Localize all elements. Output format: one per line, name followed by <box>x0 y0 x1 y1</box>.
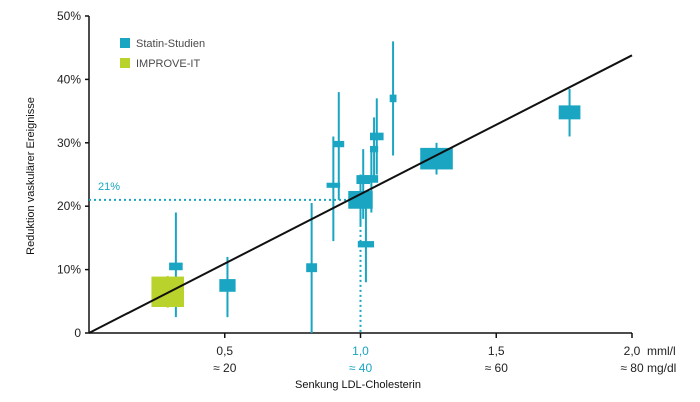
x-tick-label: 1,0 <box>352 344 369 358</box>
legend-swatch-improve-it <box>120 58 130 68</box>
x-unit-primary: mml/l <box>647 344 676 358</box>
data-point <box>370 145 379 153</box>
data-point <box>169 262 183 271</box>
trend-line <box>88 54 633 334</box>
y-tick-label: 30% <box>57 136 81 150</box>
x-tick-sublabel: ≈ 20 <box>213 361 237 375</box>
y-axis-title: Reduktion vaskulärer Ereignisse <box>25 97 37 255</box>
x-ticks: 0,5 ≈ 20 1,0 ≈ 40 1,5 ≈ 60 2,0 ≈ 80 <box>213 333 644 375</box>
data-point <box>219 279 236 292</box>
data-point <box>348 190 373 209</box>
data-point <box>356 175 371 185</box>
data-point <box>364 175 379 183</box>
y-ticks: 0 10% 20% 30% 40% 50% <box>57 9 89 340</box>
y-tick-label: 50% <box>57 9 81 23</box>
y-tick-label: 40% <box>57 72 81 86</box>
data-point <box>389 94 397 103</box>
data-marks <box>151 41 581 333</box>
x-tick-sublabel: ≈ 40 <box>349 361 373 375</box>
x-tick-label: 0,5 <box>216 344 233 358</box>
x-unit-secondary: mg/dl <box>647 361 676 375</box>
data-point <box>558 105 581 120</box>
data-point <box>420 147 453 170</box>
data-point <box>370 132 384 141</box>
legend-label-statin: Statin-Studien <box>136 38 205 50</box>
x-tick-label: 2,0 <box>624 344 641 358</box>
legend-swatch-statin <box>120 38 130 48</box>
reference-label: 21% <box>98 181 120 193</box>
x-tick-sublabel: ≈ 80 <box>620 361 644 375</box>
data-point <box>326 182 341 188</box>
legend-label-improve-it: IMPROVE-IT <box>136 58 200 70</box>
x-tick-label: 1,5 <box>488 344 505 358</box>
x-axis-title: Senkung LDL-Cholesterin <box>295 379 421 391</box>
y-tick-label: 20% <box>57 199 81 213</box>
y-tick-label: 10% <box>57 263 81 277</box>
x-tick-sublabel: ≈ 60 <box>485 361 509 375</box>
y-tick-label: 0 <box>74 326 81 340</box>
data-point <box>306 263 318 273</box>
data-point <box>333 140 345 148</box>
data-point <box>357 241 375 248</box>
legend: Statin-Studien IMPROVE-IT <box>120 38 205 70</box>
